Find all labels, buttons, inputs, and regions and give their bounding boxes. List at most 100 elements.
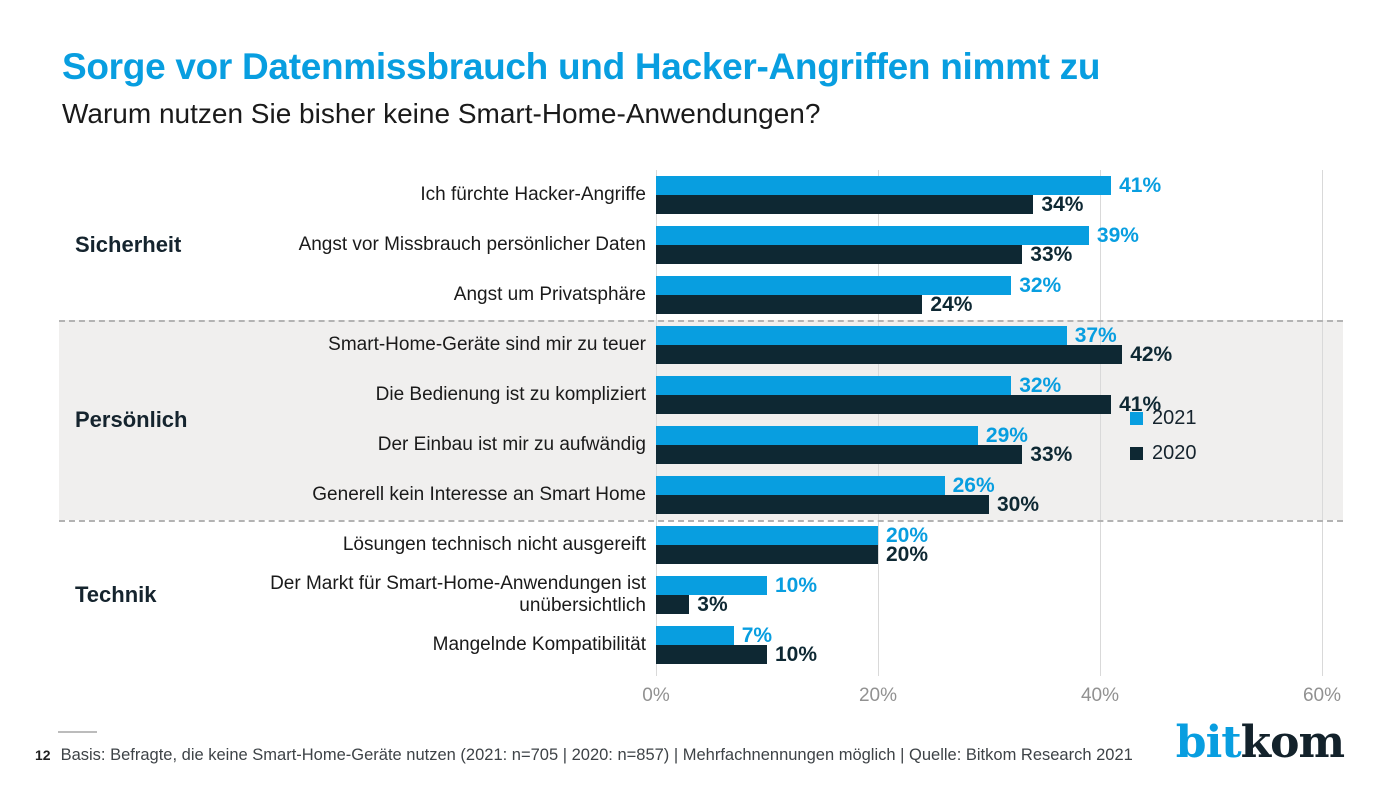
bar-2020: 33% — [656, 443, 1072, 466]
bar-2020: 20% — [656, 543, 928, 566]
dashed-separator — [59, 320, 1343, 322]
group-label-sicherheit: Sicherheit — [75, 232, 182, 257]
source-note: Basis: Befragte, die keine Smart-Home-Ge… — [60, 746, 1133, 764]
logo-part-dark: kom — [1240, 717, 1345, 768]
value-label-2020: 34% — [1041, 192, 1084, 216]
bar-pair: 37% 42% — [656, 324, 1322, 366]
gridline — [878, 170, 879, 676]
chart-row: Angst um Privatsphäre 32% 24% — [59, 270, 1343, 320]
chart-row: Ich fürchte Hacker-Angriffe 41% 34% — [59, 170, 1343, 220]
bar-2021: 37% — [656, 324, 1117, 347]
bar-2020: 33% — [656, 243, 1072, 266]
bar-pair: 20% 20% — [656, 524, 1322, 566]
chart-rows: Ich fürchte Hacker-Angriffe 41% 34% Angst v… — [59, 170, 1343, 670]
value-label-2021: 39% — [1096, 223, 1139, 247]
x-axis-tick-label: 60% — [1302, 685, 1342, 706]
bar-2020: 24% — [656, 293, 972, 316]
bar-2020: 41% — [656, 393, 1161, 416]
category-label: Mangelnde Kompatibilität — [432, 633, 646, 655]
bar-pair: 32% 41% — [656, 374, 1322, 416]
chart-legend: 2021 2020 — [1130, 407, 1197, 465]
category-label: Lösungen technisch nicht ausgereift — [342, 533, 646, 555]
legend-swatch-icon — [1130, 412, 1143, 425]
footer-divider — [58, 731, 97, 733]
bar-pair: 41% 34% — [656, 174, 1322, 216]
value-label-2020: 33% — [1030, 442, 1073, 466]
chart-row: Generell kein Interesse an Smart Home 26%… — [59, 470, 1343, 520]
x-axis-tick-label: 20% — [858, 685, 898, 706]
bar-2021: 29% — [656, 424, 1028, 447]
value-label-2020: 33% — [1030, 242, 1073, 266]
bar-2021: 10% — [656, 574, 817, 597]
bar-2021: 7% — [656, 624, 772, 647]
chart-row: Der Einbau ist mir zu aufwändig 29% 33% — [59, 420, 1343, 470]
x-axis-tick-label: 0% — [642, 685, 670, 706]
bar-2020: 42% — [656, 343, 1172, 366]
bar-2021: 41% — [656, 174, 1161, 197]
group-label-technik: Technik — [75, 582, 157, 607]
chart-row: Mangelnde Kompatibilität 7% 10% — [59, 620, 1343, 670]
legend-item-2020: 2020 — [1130, 442, 1197, 465]
category-label: Angst um Privatsphäre — [453, 283, 646, 305]
value-label-2020: 3% — [697, 592, 728, 616]
chart-row: Der Markt für Smart-Home-Anwendungen ist… — [59, 570, 1343, 620]
page-number: 12 — [35, 747, 51, 763]
bar-pair: 32% 24% — [656, 274, 1322, 316]
value-label-2020: 42% — [1130, 342, 1173, 366]
bar-pair: 10% 3% — [656, 574, 1322, 616]
chart-row: Angst vor Missbrauch persönlicher Daten 3… — [59, 220, 1343, 270]
value-label-2020: 30% — [997, 492, 1040, 516]
bar-2020: 3% — [656, 593, 728, 616]
legend-item-2021: 2021 — [1130, 407, 1197, 430]
value-label-2020: 41% — [1119, 392, 1162, 416]
page-subtitle: Warum nutzen Sie bisher keine Smart-Home… — [62, 98, 821, 129]
legend-label: 2021 — [1152, 407, 1197, 429]
value-label-2020: 20% — [886, 542, 929, 566]
bar-pair: 7% 10% — [656, 624, 1322, 666]
value-label-2021: 7% — [741, 623, 773, 647]
legend-swatch-icon — [1130, 447, 1143, 460]
legend-label: 2020 — [1152, 442, 1197, 464]
x-axis-tick-label: 40% — [1080, 685, 1120, 706]
bar-2020: 10% — [656, 643, 817, 666]
chart-row: Smart-Home-Geräte sind mir zu teuer 37% 42… — [59, 320, 1343, 370]
group-label-pers-nlich: Persönlich — [75, 407, 188, 432]
bar-pair: 26% 30% — [656, 474, 1322, 516]
category-label: Die Bedienung ist zu kompliziert — [375, 383, 646, 405]
value-label-2020: 24% — [930, 292, 973, 316]
value-label-2020: 10% — [775, 642, 818, 666]
category-label: Der Einbau ist mir zu aufwändig — [377, 433, 646, 455]
category-label: Der Markt für Smart-Home-Anwendungen ist… — [270, 572, 646, 616]
gridline — [1322, 170, 1323, 676]
chart: 0% 20% 40% 60% Sicherheit Persönlich Technik Ic… — [59, 170, 1343, 706]
category-label: Angst vor Missbrauch persönlicher Daten — [298, 233, 646, 255]
gridline — [1100, 170, 1101, 676]
value-label-2021: 29% — [985, 423, 1028, 447]
footer: 12 Basis: Befragte, die keine Smart-Home… — [35, 746, 1133, 765]
gridline — [656, 170, 657, 676]
logo-part-blue: bit — [1175, 717, 1242, 768]
bar-2021: 26% — [656, 474, 995, 497]
bar-2021: 32% — [656, 274, 1061, 297]
bitkom-logo: bitkom — [1175, 717, 1345, 768]
chart-row: Lösungen technisch nicht ausgereift 20% 20… — [59, 520, 1343, 570]
value-label-2021: 26% — [952, 473, 995, 497]
dashed-separator — [59, 520, 1343, 522]
bar-2021: 32% — [656, 374, 1061, 397]
value-label-2021: 32% — [1019, 273, 1062, 297]
category-label: Smart-Home-Geräte sind mir zu teuer — [328, 333, 646, 355]
value-label-2021: 37% — [1074, 323, 1117, 347]
page-title: Sorge vor Datenmissbrauch und Hacker-Ang… — [62, 46, 1101, 87]
bar-pair: 39% 33% — [656, 223, 1322, 266]
bar-2020: 30% — [656, 493, 1039, 516]
value-label-2021: 32% — [1019, 373, 1062, 397]
value-label-2021: 41% — [1119, 173, 1162, 197]
category-label: Ich fürchte Hacker-Angriffe — [420, 183, 646, 205]
value-label-2021: 10% — [775, 573, 818, 597]
bar-2021: 20% — [656, 524, 928, 547]
category-label: Generell kein Interesse an Smart Home — [312, 483, 646, 505]
bar-pair: 29% 33% — [656, 424, 1322, 466]
bar-2020: 34% — [656, 193, 1083, 216]
chart-row: Die Bedienung ist zu kompliziert 32% 41% — [59, 370, 1343, 420]
